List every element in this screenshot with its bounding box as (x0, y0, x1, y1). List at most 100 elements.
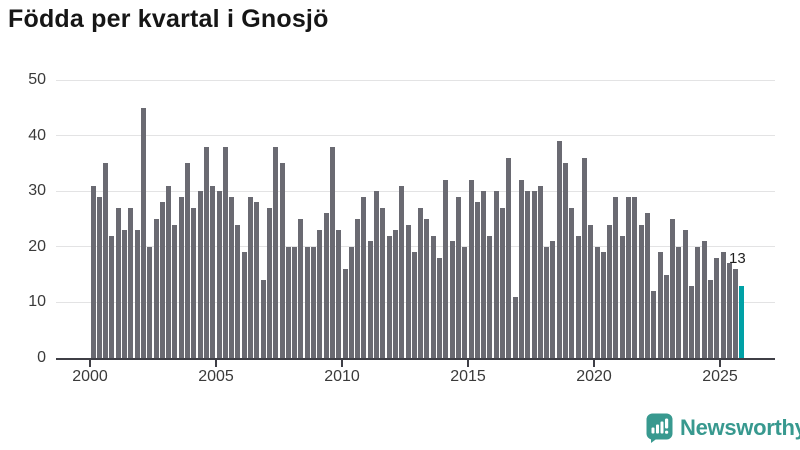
bar (222, 146, 228, 358)
bar (241, 252, 247, 358)
bar (588, 224, 594, 358)
bar (279, 163, 285, 358)
bar (115, 207, 121, 358)
bar (191, 207, 197, 358)
bar (147, 246, 153, 358)
bar (197, 191, 203, 358)
bar (361, 196, 367, 358)
bar (556, 141, 562, 358)
bar (493, 191, 499, 358)
x-tick-mark (719, 360, 721, 367)
x-tick-label: 2020 (576, 368, 612, 385)
bar (266, 207, 272, 358)
bar (153, 219, 159, 358)
bar (159, 202, 165, 358)
bar (336, 230, 342, 358)
bar (430, 235, 436, 358)
bar (405, 224, 411, 358)
bar (90, 185, 96, 358)
bar (367, 241, 373, 358)
bar (166, 185, 172, 358)
bar (140, 107, 146, 358)
bar (481, 191, 487, 358)
gridline (56, 190, 775, 192)
bar (172, 224, 178, 358)
bar (613, 196, 619, 358)
bar (670, 219, 676, 358)
bar (544, 246, 550, 358)
bar (216, 191, 222, 358)
plot-area (56, 79, 775, 360)
bar (506, 157, 512, 358)
bar (386, 235, 392, 358)
bar-highlight (739, 285, 745, 358)
bar (626, 196, 631, 358)
bar (273, 146, 279, 358)
bar (342, 269, 348, 358)
y-tick-label: 30 (28, 182, 46, 200)
x-tick-mark (467, 360, 469, 367)
bar (323, 213, 329, 358)
page-title: Födda per kvartal i Gnosjö (8, 5, 329, 33)
bar (380, 207, 386, 358)
bar (474, 202, 480, 358)
gridline (56, 246, 775, 248)
bar (392, 230, 398, 358)
bar (619, 235, 625, 358)
x-tick-label: 2005 (198, 368, 234, 385)
brand-name: Newsworthy (680, 415, 800, 440)
bar (663, 274, 669, 358)
bar (689, 285, 694, 358)
bar (355, 219, 361, 358)
y-tick-label: 40 (28, 126, 46, 144)
x-tick-mark (89, 360, 91, 367)
y-tick-label: 50 (28, 71, 46, 88)
bar (455, 196, 461, 358)
bar (348, 246, 354, 358)
bar (235, 224, 241, 358)
last-value-label: 13 (729, 250, 746, 267)
bar (720, 252, 726, 358)
bar (487, 235, 493, 358)
bar (103, 163, 109, 358)
bar (594, 246, 600, 358)
bar (537, 185, 543, 358)
bar (701, 241, 707, 358)
bar (682, 230, 688, 358)
bar (676, 246, 682, 358)
bar (292, 246, 298, 358)
x-tick-mark (593, 360, 595, 367)
bar (607, 224, 613, 358)
bar (254, 202, 260, 358)
y-tick-label: 0 (37, 349, 46, 366)
bar (600, 252, 606, 358)
x-tick-label: 2000 (72, 368, 108, 385)
bar (531, 191, 537, 358)
bar (462, 246, 468, 358)
bar (563, 163, 568, 358)
y-tick-label: 10 (28, 293, 46, 311)
x-tick-mark (215, 360, 217, 367)
bar (437, 257, 442, 358)
bar (525, 191, 531, 358)
gridline (56, 79, 775, 81)
bar (550, 241, 556, 358)
bar (707, 280, 713, 358)
bar (518, 180, 524, 358)
bar (644, 213, 650, 358)
speech-bubble-bar-chart-icon (646, 413, 673, 443)
bar (500, 207, 505, 358)
bar (128, 207, 134, 358)
bar (418, 207, 424, 358)
bar (424, 219, 430, 358)
bar (311, 246, 316, 358)
bar (657, 252, 663, 358)
bar (285, 246, 291, 358)
bar (203, 146, 209, 358)
bar (229, 196, 235, 358)
bar (210, 185, 216, 358)
bar (248, 196, 253, 358)
bar (317, 230, 323, 358)
bar (96, 196, 102, 358)
